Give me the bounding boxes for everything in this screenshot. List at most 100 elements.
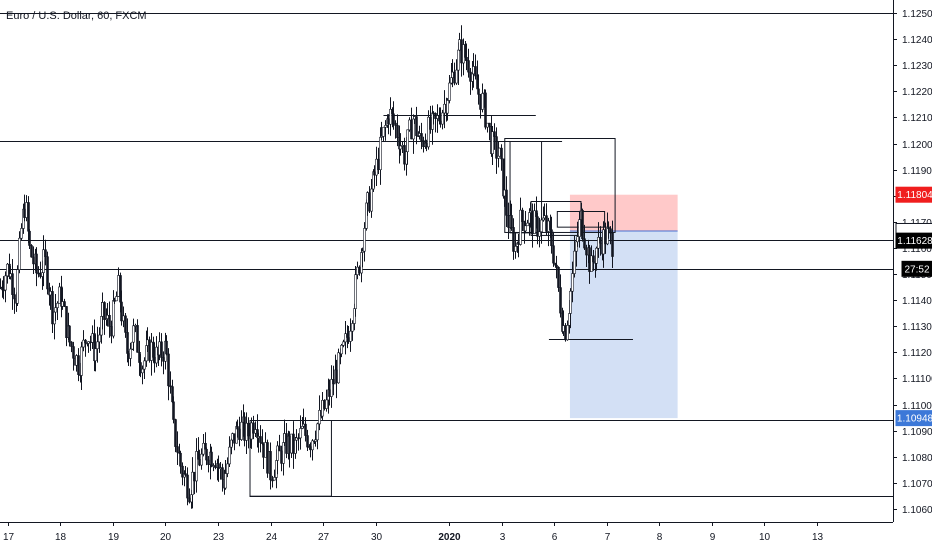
candle-body <box>240 421 243 440</box>
candle-body <box>495 136 498 159</box>
axes <box>0 0 894 523</box>
candle-body <box>13 294 16 300</box>
y-tick-label: 1.12100 <box>902 113 932 124</box>
candle-body <box>592 255 595 263</box>
candle-body <box>44 249 47 257</box>
candle-body <box>54 307 57 313</box>
candle-body <box>465 57 468 61</box>
candle-body <box>573 250 576 274</box>
candle-body <box>210 451 213 467</box>
candle-body <box>115 296 118 302</box>
candle-body <box>224 473 227 489</box>
chart-title: Euro / U.S. Dollar, 60, FXCM <box>6 10 147 22</box>
candle-body <box>87 341 90 344</box>
candle-body <box>65 306 68 338</box>
candle-body <box>70 341 73 347</box>
candle-body <box>415 116 418 136</box>
y-tick-label: 1.11900 <box>902 166 932 177</box>
candle-body <box>179 452 182 467</box>
candle-body <box>2 289 5 292</box>
candle-body <box>112 300 115 337</box>
candle-body <box>557 266 560 288</box>
candle-body <box>94 348 97 362</box>
candle-body <box>380 136 383 138</box>
candle-body <box>559 287 562 314</box>
candle-body <box>35 253 38 274</box>
candle-body <box>127 353 130 359</box>
candle-body <box>448 82 451 101</box>
price-candles <box>0 25 614 509</box>
candle-body <box>63 301 66 307</box>
candle-body <box>351 323 354 332</box>
y-tick-label: 1.12000 <box>902 140 932 151</box>
candle-body <box>158 341 161 356</box>
x-tick-label: 23 <box>213 532 225 543</box>
candle-body <box>113 300 116 302</box>
candle-body <box>155 346 158 364</box>
candle-body <box>361 250 364 253</box>
candle-body <box>184 473 187 476</box>
candle-body <box>120 301 123 322</box>
candle-body <box>219 467 222 469</box>
candle-body <box>68 325 71 343</box>
candle-body <box>191 471 194 495</box>
candle-body <box>607 226 610 230</box>
candle-body <box>590 255 593 272</box>
candle-body <box>269 451 272 481</box>
x-tick-label: 9 <box>710 532 716 543</box>
candle-body <box>172 401 175 420</box>
take-profit-zone <box>569 230 678 419</box>
candle-body <box>160 341 163 358</box>
price-tag-label: 1.11804 <box>897 190 932 201</box>
price-tag <box>895 186 932 203</box>
price-tag-label: 1.11665 <box>897 226 932 237</box>
x-tick-label: 2020 <box>438 532 461 543</box>
candle-body <box>581 210 584 240</box>
candle-body <box>521 209 524 222</box>
stop-loss-zone <box>569 194 678 231</box>
y-tick-label: 1.10600 <box>902 505 932 516</box>
candle-body <box>72 346 75 359</box>
candle-body <box>200 453 203 466</box>
candle-body <box>42 249 45 273</box>
candle-body <box>314 439 317 442</box>
candle-body <box>550 229 553 247</box>
candle-body <box>205 448 208 461</box>
candle-body <box>363 228 366 252</box>
candle-body <box>181 465 184 478</box>
candle-body <box>18 237 21 270</box>
candle-body <box>141 368 144 374</box>
candle-body <box>129 348 132 359</box>
candle-body <box>389 108 392 125</box>
candle-body <box>599 237 602 244</box>
candle-body <box>611 232 614 257</box>
candle-body <box>96 341 99 350</box>
candle-body <box>555 264 558 268</box>
candle-body <box>245 422 248 441</box>
candle-body <box>56 302 59 308</box>
price-tag-label: 27:52 <box>904 264 929 275</box>
candle-body <box>399 145 402 150</box>
y-tick-label: 1.10700 <box>902 479 932 490</box>
candle-body <box>207 459 210 465</box>
candle-body <box>278 445 281 452</box>
price-tag-label: 1.10948 <box>897 414 932 425</box>
candle-body <box>259 436 262 443</box>
candle-body <box>136 325 139 353</box>
candle-body <box>226 463 229 474</box>
candle-body <box>576 236 579 243</box>
candle-body <box>193 471 196 482</box>
candle-body <box>75 355 78 366</box>
candle-body <box>457 49 460 71</box>
x-tick-label: 13 <box>812 532 824 543</box>
candle-body <box>354 274 357 309</box>
candle-body <box>162 357 165 362</box>
candle-body <box>103 302 106 320</box>
x-tick-label: 20 <box>160 532 172 543</box>
y-tick-label: 1.11100 <box>902 374 932 385</box>
candle-body <box>512 227 515 252</box>
candle-body <box>153 357 156 364</box>
candle-body <box>370 188 373 212</box>
candle-body <box>124 315 127 333</box>
